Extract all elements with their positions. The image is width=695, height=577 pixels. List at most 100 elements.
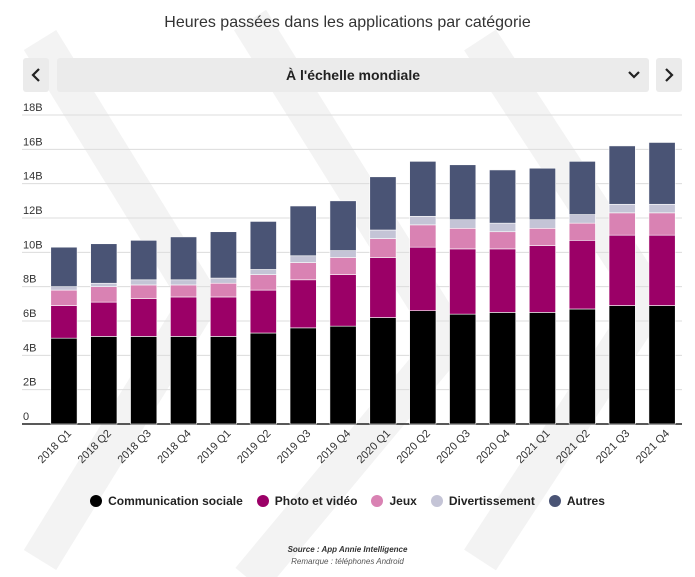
legend-label: Photo et vidéo [274,494,358,508]
bar-segment [329,325,357,425]
x-tick-label: 2021 Q3 [594,428,632,466]
bar-segment [528,245,556,313]
bar-segment [329,250,357,258]
bar-segment [209,277,237,284]
y-tick-label: 0 [23,411,29,423]
legend-label: Communication sociale [108,494,243,508]
legend-item: Divertissement [430,494,535,508]
legend-item: Autres [548,494,605,508]
bar-segment [329,257,357,275]
y-tick-label: 4B [23,342,36,354]
next-button[interactable] [656,58,682,92]
bar-segment [130,336,158,425]
bar-segment [329,274,357,327]
bar-segment [289,327,317,425]
bar-segment [289,279,317,329]
bar-segment [209,336,237,425]
legend-swatch [90,495,103,507]
bar-segment [568,308,596,425]
bar-segment [289,255,317,263]
bar-segment [528,219,556,229]
bar-segment [130,279,158,286]
x-tick-label: 2021 Q1 [514,428,552,466]
bar-segment [170,336,198,425]
bar-segment [170,284,198,298]
bar-segment [648,234,676,306]
x-tick-label: 2020 Q4 [474,428,512,466]
bar-segment [489,248,517,313]
bar-segment [489,222,517,233]
bar-segment [249,289,277,334]
bar-segment [409,224,437,248]
chevron-right-icon [665,68,674,82]
bar-segment [50,286,78,291]
y-tick-label: 8B [23,274,36,286]
y-tick-label: 14B [23,171,43,183]
bar-segment [608,305,636,425]
legend-label: Divertissement [448,494,535,508]
legend-item: Communication sociale [90,494,243,508]
y-tick-label: 16B [23,136,43,148]
bar-segment [90,301,118,337]
bar-segment [409,161,437,217]
bar-segment [90,282,118,287]
y-tick-label: 2B [23,377,36,389]
bar-segment [90,286,118,303]
x-tick-label: 2020 Q2 [395,428,433,466]
legend-item: Photo et vidéo [256,494,358,508]
y-tick-label: 6B [23,308,36,320]
bar-segment [369,176,397,231]
previous-button[interactable] [23,58,49,92]
legend-swatch [371,495,384,507]
chart-legend: Communication sociale Photo et vidéo Jeux D… [0,494,695,508]
bar-segment [249,332,277,425]
bar-segment [209,231,237,279]
bar-segment [170,236,198,281]
remark-note: Remarque : téléphones Android [291,557,404,566]
bar-segment [528,312,556,425]
bar-segment [608,203,636,214]
bar-segment [249,221,277,270]
legend-swatch [430,495,443,507]
bar-segment [50,289,78,306]
bar-segment [209,296,237,337]
legend-item: Jeux [371,494,417,508]
x-tick-label: 2019 Q2 [235,428,273,466]
chart-title: Heures passées dans les applications par… [164,14,531,31]
x-tick-label: 2021 Q4 [634,428,672,466]
legend-swatch [256,495,269,507]
bar-segment [568,214,596,224]
chevron-down-icon [628,71,640,79]
bar-segment [50,246,78,287]
bar-segment [170,296,198,337]
bar-segment [648,203,676,214]
chevron-left-icon [31,68,40,82]
bar-segment [489,169,517,224]
bar-segment [130,284,158,299]
bar-segment [568,161,596,215]
bar-segment [528,167,556,221]
x-tick-label: 2018 Q1 [36,428,74,466]
bar-segment [568,222,596,241]
bar-segment [289,262,317,281]
bar-segment [409,215,437,226]
x-tick-label: 2018 Q4 [155,428,193,466]
x-tick-label: 2021 Q2 [554,428,592,466]
bar-segment [449,248,477,315]
bar-segment [369,229,397,239]
bar-segment [648,305,676,425]
region-dropdown[interactable]: À l'échelle mondiale [57,58,649,92]
region-dropdown-label: À l'échelle mondiale [285,67,421,83]
legend-label: Jeux [389,494,417,508]
source-note: Source : App Annie Intelligence [287,545,408,554]
bar-segment [170,279,198,286]
bar-segment [608,234,636,306]
bar-segment [50,337,78,425]
bar-segment [489,231,517,250]
x-tick-label: 2020 Q1 [355,428,393,466]
bar-segment [449,313,477,425]
bar-segment [608,145,636,205]
bar-segment [130,298,158,337]
bar-segment [369,317,397,425]
